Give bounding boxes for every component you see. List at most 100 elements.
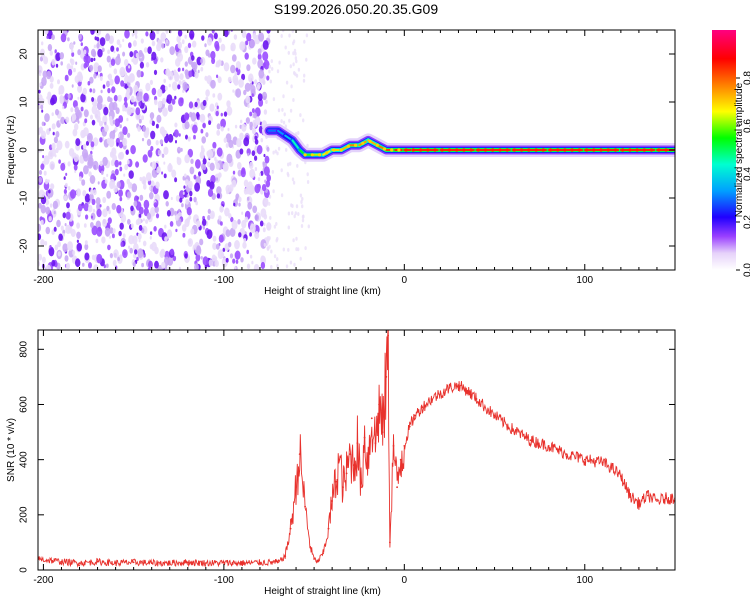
- noise-speck: [276, 263, 279, 268]
- noise-speck: [119, 166, 123, 172]
- noise-speck: [106, 190, 112, 199]
- noise-speck: [188, 101, 194, 109]
- noise-speck: [58, 159, 61, 164]
- noise-speck: [149, 236, 152, 240]
- noise-speck: [267, 34, 271, 39]
- noise-speck: [233, 202, 236, 207]
- snr-point: [399, 458, 402, 461]
- signal-point: [346, 144, 350, 148]
- noise-speck: [88, 171, 92, 177]
- snr-point: [114, 562, 117, 564]
- noise-speck: [124, 107, 127, 112]
- signal-point: [469, 148, 473, 152]
- noise-speck: [294, 56, 298, 61]
- noise-speck: [200, 58, 204, 64]
- noise-speck: [292, 238, 295, 243]
- noise-speck: [89, 76, 94, 84]
- noise-speck: [287, 247, 290, 252]
- noise-speck: [161, 153, 165, 158]
- noise-speck: [213, 32, 218, 40]
- noise-speck: [119, 222, 124, 230]
- noise-speck: [202, 158, 207, 165]
- noise-speck: [51, 94, 58, 105]
- noise-speck: [223, 111, 228, 117]
- noise-speck: [130, 223, 134, 229]
- noise-speck: [175, 228, 178, 233]
- snr-point: [309, 547, 312, 549]
- noise-speck: [302, 78, 306, 83]
- noise-speck: [244, 52, 249, 60]
- noise-speck: [173, 129, 179, 138]
- snr-point: [448, 387, 451, 389]
- noise-speck: [287, 225, 290, 230]
- noise-speck: [43, 56, 49, 65]
- noise-speck: [259, 220, 264, 227]
- noise-speck: [143, 92, 149, 102]
- noise-speck: [64, 223, 67, 227]
- noise-speck: [128, 73, 135, 83]
- noise-speck: [263, 222, 266, 227]
- noise-speck: [209, 181, 215, 190]
- noise-speck: [143, 183, 147, 190]
- noise-speck: [83, 165, 89, 175]
- noise-speck: [216, 123, 221, 130]
- noise-speck: [164, 236, 168, 243]
- noise-speck: [196, 115, 199, 119]
- noise-speck: [181, 224, 187, 232]
- noise-speck: [142, 125, 147, 132]
- noise-speck: [67, 241, 73, 251]
- noise-speck: [178, 67, 181, 72]
- noise-speck: [220, 126, 224, 132]
- noise-speck: [49, 82, 54, 89]
- noise-speck: [249, 111, 253, 117]
- noise-speck: [142, 218, 145, 222]
- noise-speck: [78, 203, 83, 212]
- noise-speck: [133, 243, 139, 253]
- noise-speck: [224, 207, 230, 217]
- noise-speck: [45, 206, 51, 215]
- noise-speck: [127, 181, 133, 189]
- noise-speck: [113, 50, 116, 54]
- noise-speck: [71, 48, 74, 53]
- noise-speck: [291, 211, 294, 216]
- noise-speck: [101, 47, 105, 52]
- snr-point: [529, 439, 532, 442]
- noise-speck: [117, 256, 120, 262]
- y-tick-label: -10: [19, 190, 30, 205]
- noise-speck: [200, 255, 203, 260]
- noise-speck: [165, 30, 169, 34]
- noise-speck: [204, 43, 207, 48]
- noise-speck: [87, 81, 91, 86]
- noise-speck: [165, 39, 169, 44]
- noise-speck: [264, 155, 270, 164]
- noise-speck: [294, 51, 297, 56]
- figure-title: S199.2026.050.20.35.G09: [274, 1, 438, 17]
- noise-speck: [232, 89, 235, 93]
- noise-speck: [263, 213, 268, 220]
- noise-speck: [73, 41, 76, 45]
- snr-panel: -200 -100 0 100 Height of straight line (km)…: [6, 329, 676, 597]
- noise-speck: [212, 147, 215, 152]
- noise-speck: [106, 173, 109, 177]
- noise-speck: [288, 118, 291, 123]
- noise-speck: [44, 241, 48, 246]
- noise-speck: [237, 219, 241, 225]
- noise-speck: [59, 96, 64, 104]
- noise-speck: [265, 180, 271, 188]
- noise-speck: [48, 150, 54, 160]
- noise-speck: [46, 70, 52, 80]
- noise-speck: [216, 105, 219, 110]
- noise-speck: [163, 146, 169, 155]
- noise-speck: [206, 229, 213, 240]
- noise-speck: [251, 81, 254, 85]
- noise-speck: [114, 159, 119, 168]
- noise-speck: [234, 124, 238, 129]
- noise-speck: [184, 154, 190, 164]
- signal-point: [512, 148, 517, 152]
- noise-speck: [257, 53, 262, 61]
- noise-speck: [114, 75, 120, 85]
- noise-speck: [251, 93, 254, 97]
- noise-speck: [271, 66, 274, 71]
- snr-point: [439, 392, 442, 395]
- noise-speck: [276, 236, 279, 241]
